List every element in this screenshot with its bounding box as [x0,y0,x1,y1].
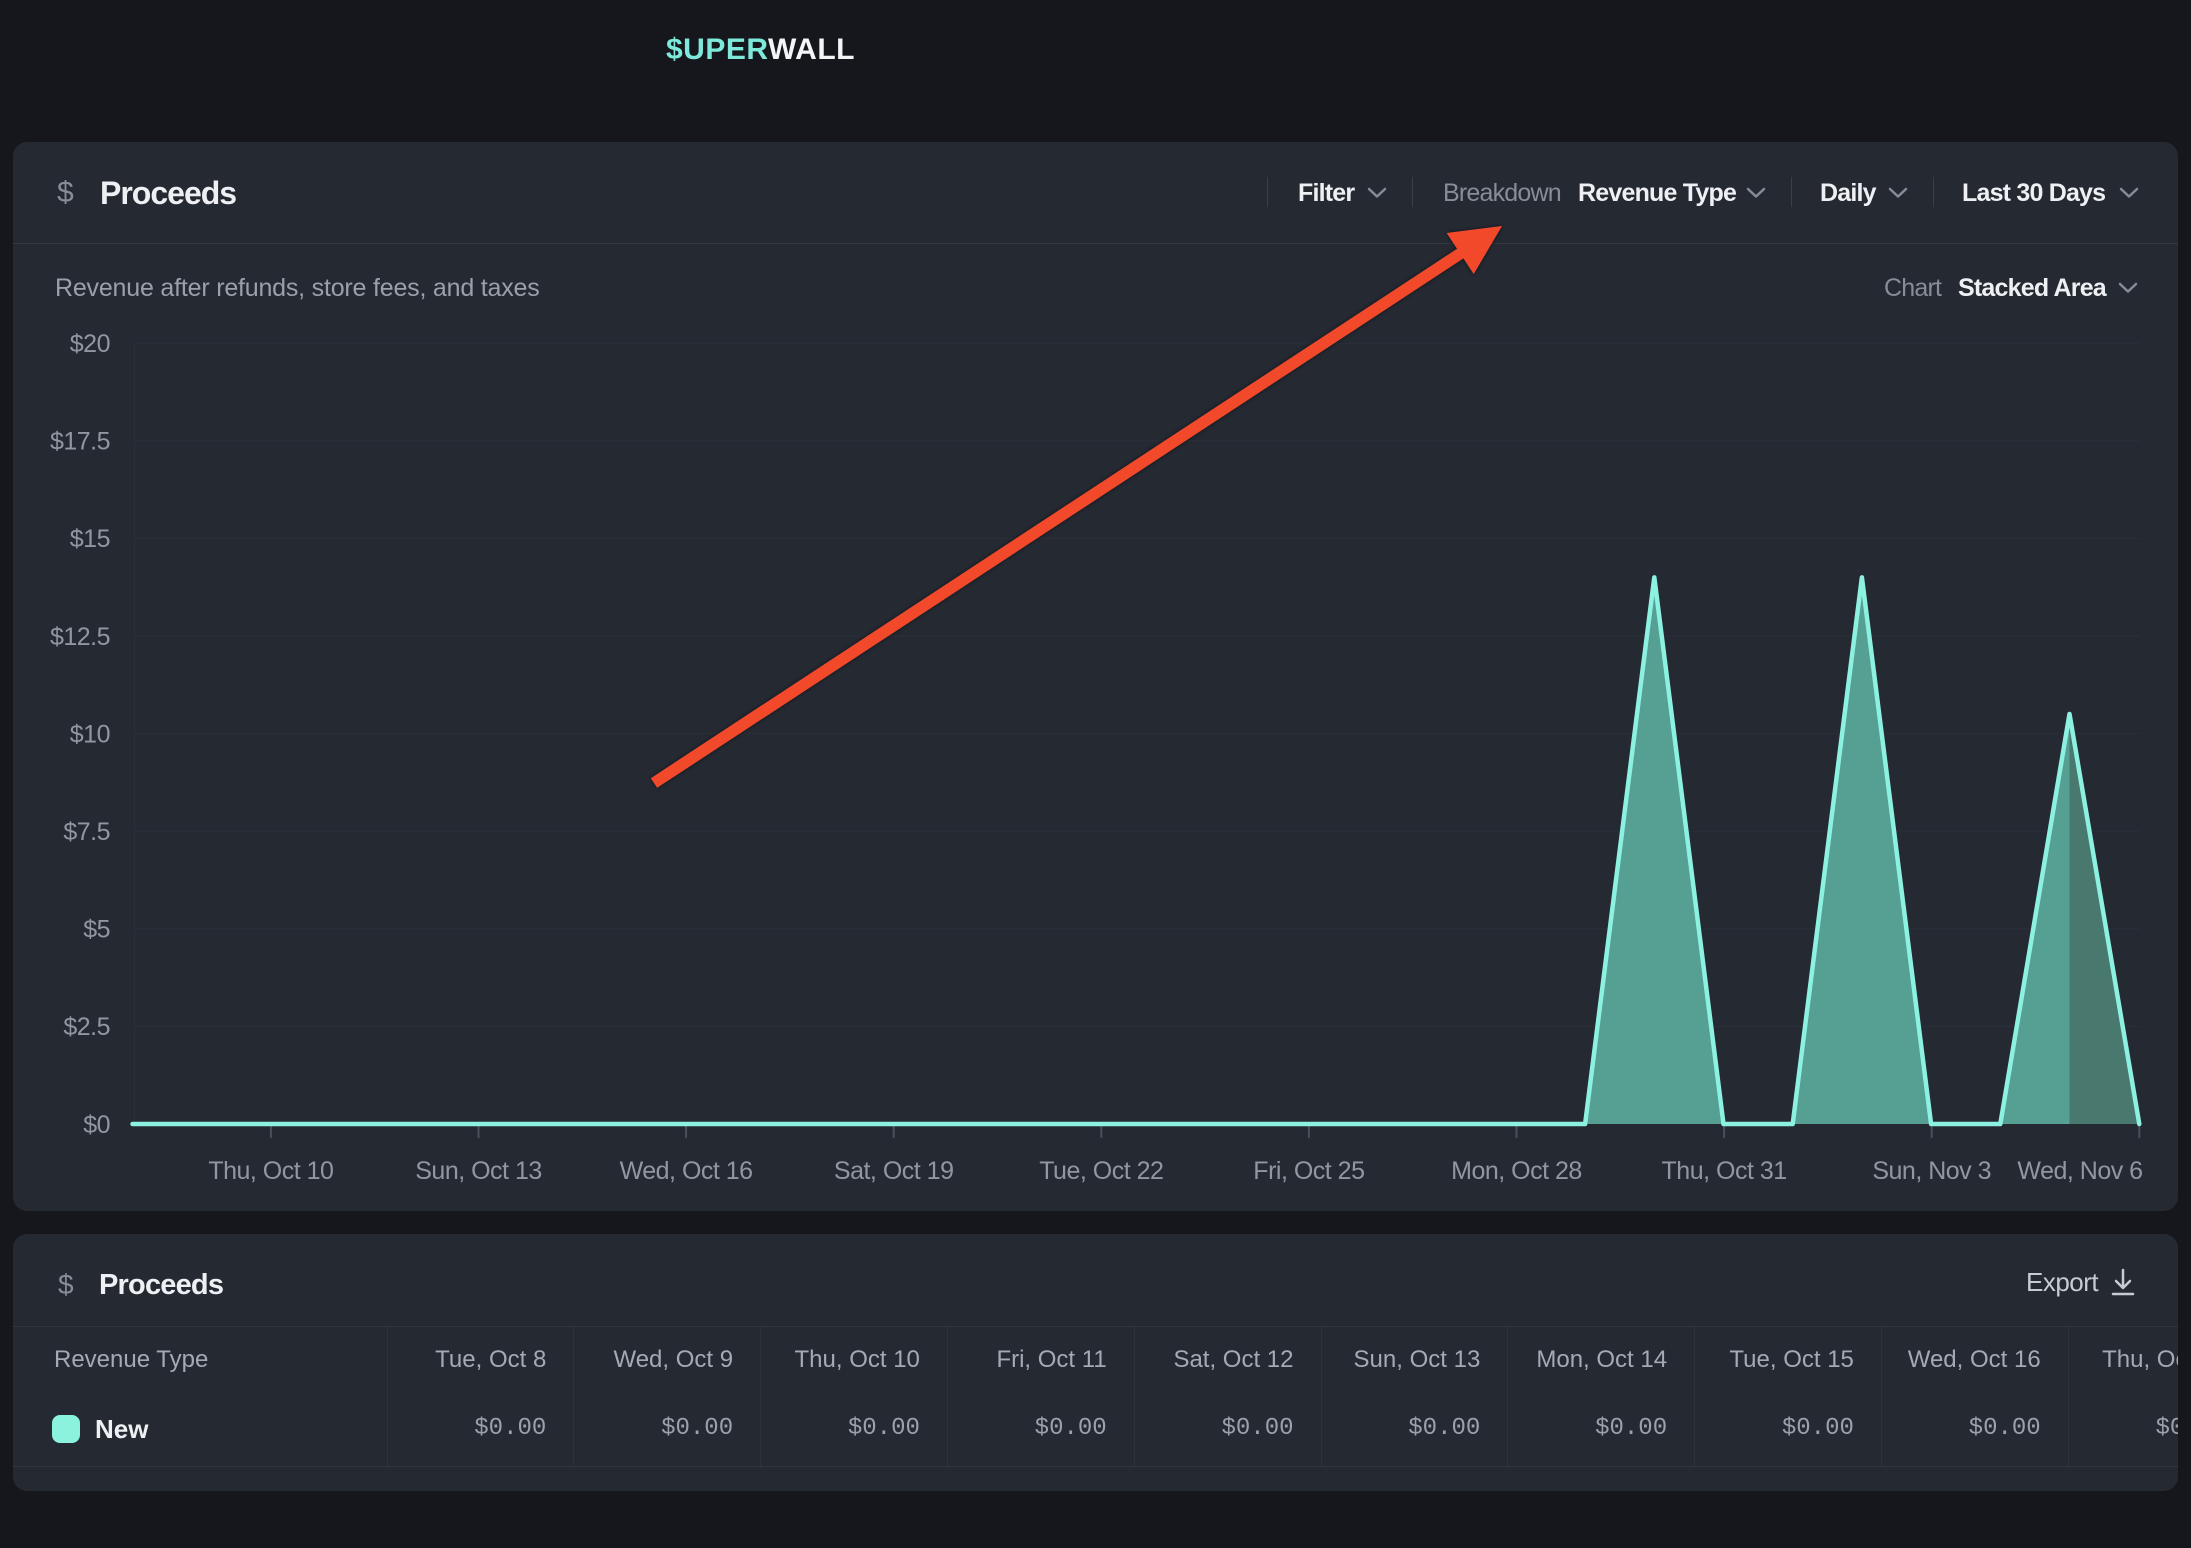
svg-text:Sat, Oct 19: Sat, Oct 19 [834,1157,954,1185]
svg-text:$2.5: $2.5 [63,1013,110,1041]
svg-text:$7.5: $7.5 [63,818,110,846]
svg-text:Thu, Oct 31: Thu, Oct 31 [1662,1157,1787,1185]
svg-text:Wed, Oct 16: Wed, Oct 16 [620,1157,753,1185]
svg-text:Thu, Oct 10: Thu, Oct 10 [208,1157,333,1185]
svg-text:Sun, Nov 3: Sun, Nov 3 [1872,1157,1991,1185]
svg-text:Fri, Oct 25: Fri, Oct 25 [1253,1157,1364,1185]
svg-text:Wed, Nov 6: Wed, Nov 6 [2017,1157,2142,1185]
svg-text:$12.5: $12.5 [50,623,110,651]
svg-text:$20: $20 [70,330,110,358]
svg-text:Sun, Oct 13: Sun, Oct 13 [415,1157,542,1185]
svg-text:$15: $15 [70,525,110,553]
svg-text:$5: $5 [83,916,110,944]
svg-text:Tue, Oct 22: Tue, Oct 22 [1039,1157,1163,1185]
svg-text:$17.5: $17.5 [50,428,110,456]
svg-text:Mon, Oct 28: Mon, Oct 28 [1451,1157,1582,1185]
svg-text:$10: $10 [70,720,110,748]
svg-text:$0: $0 [83,1111,110,1139]
